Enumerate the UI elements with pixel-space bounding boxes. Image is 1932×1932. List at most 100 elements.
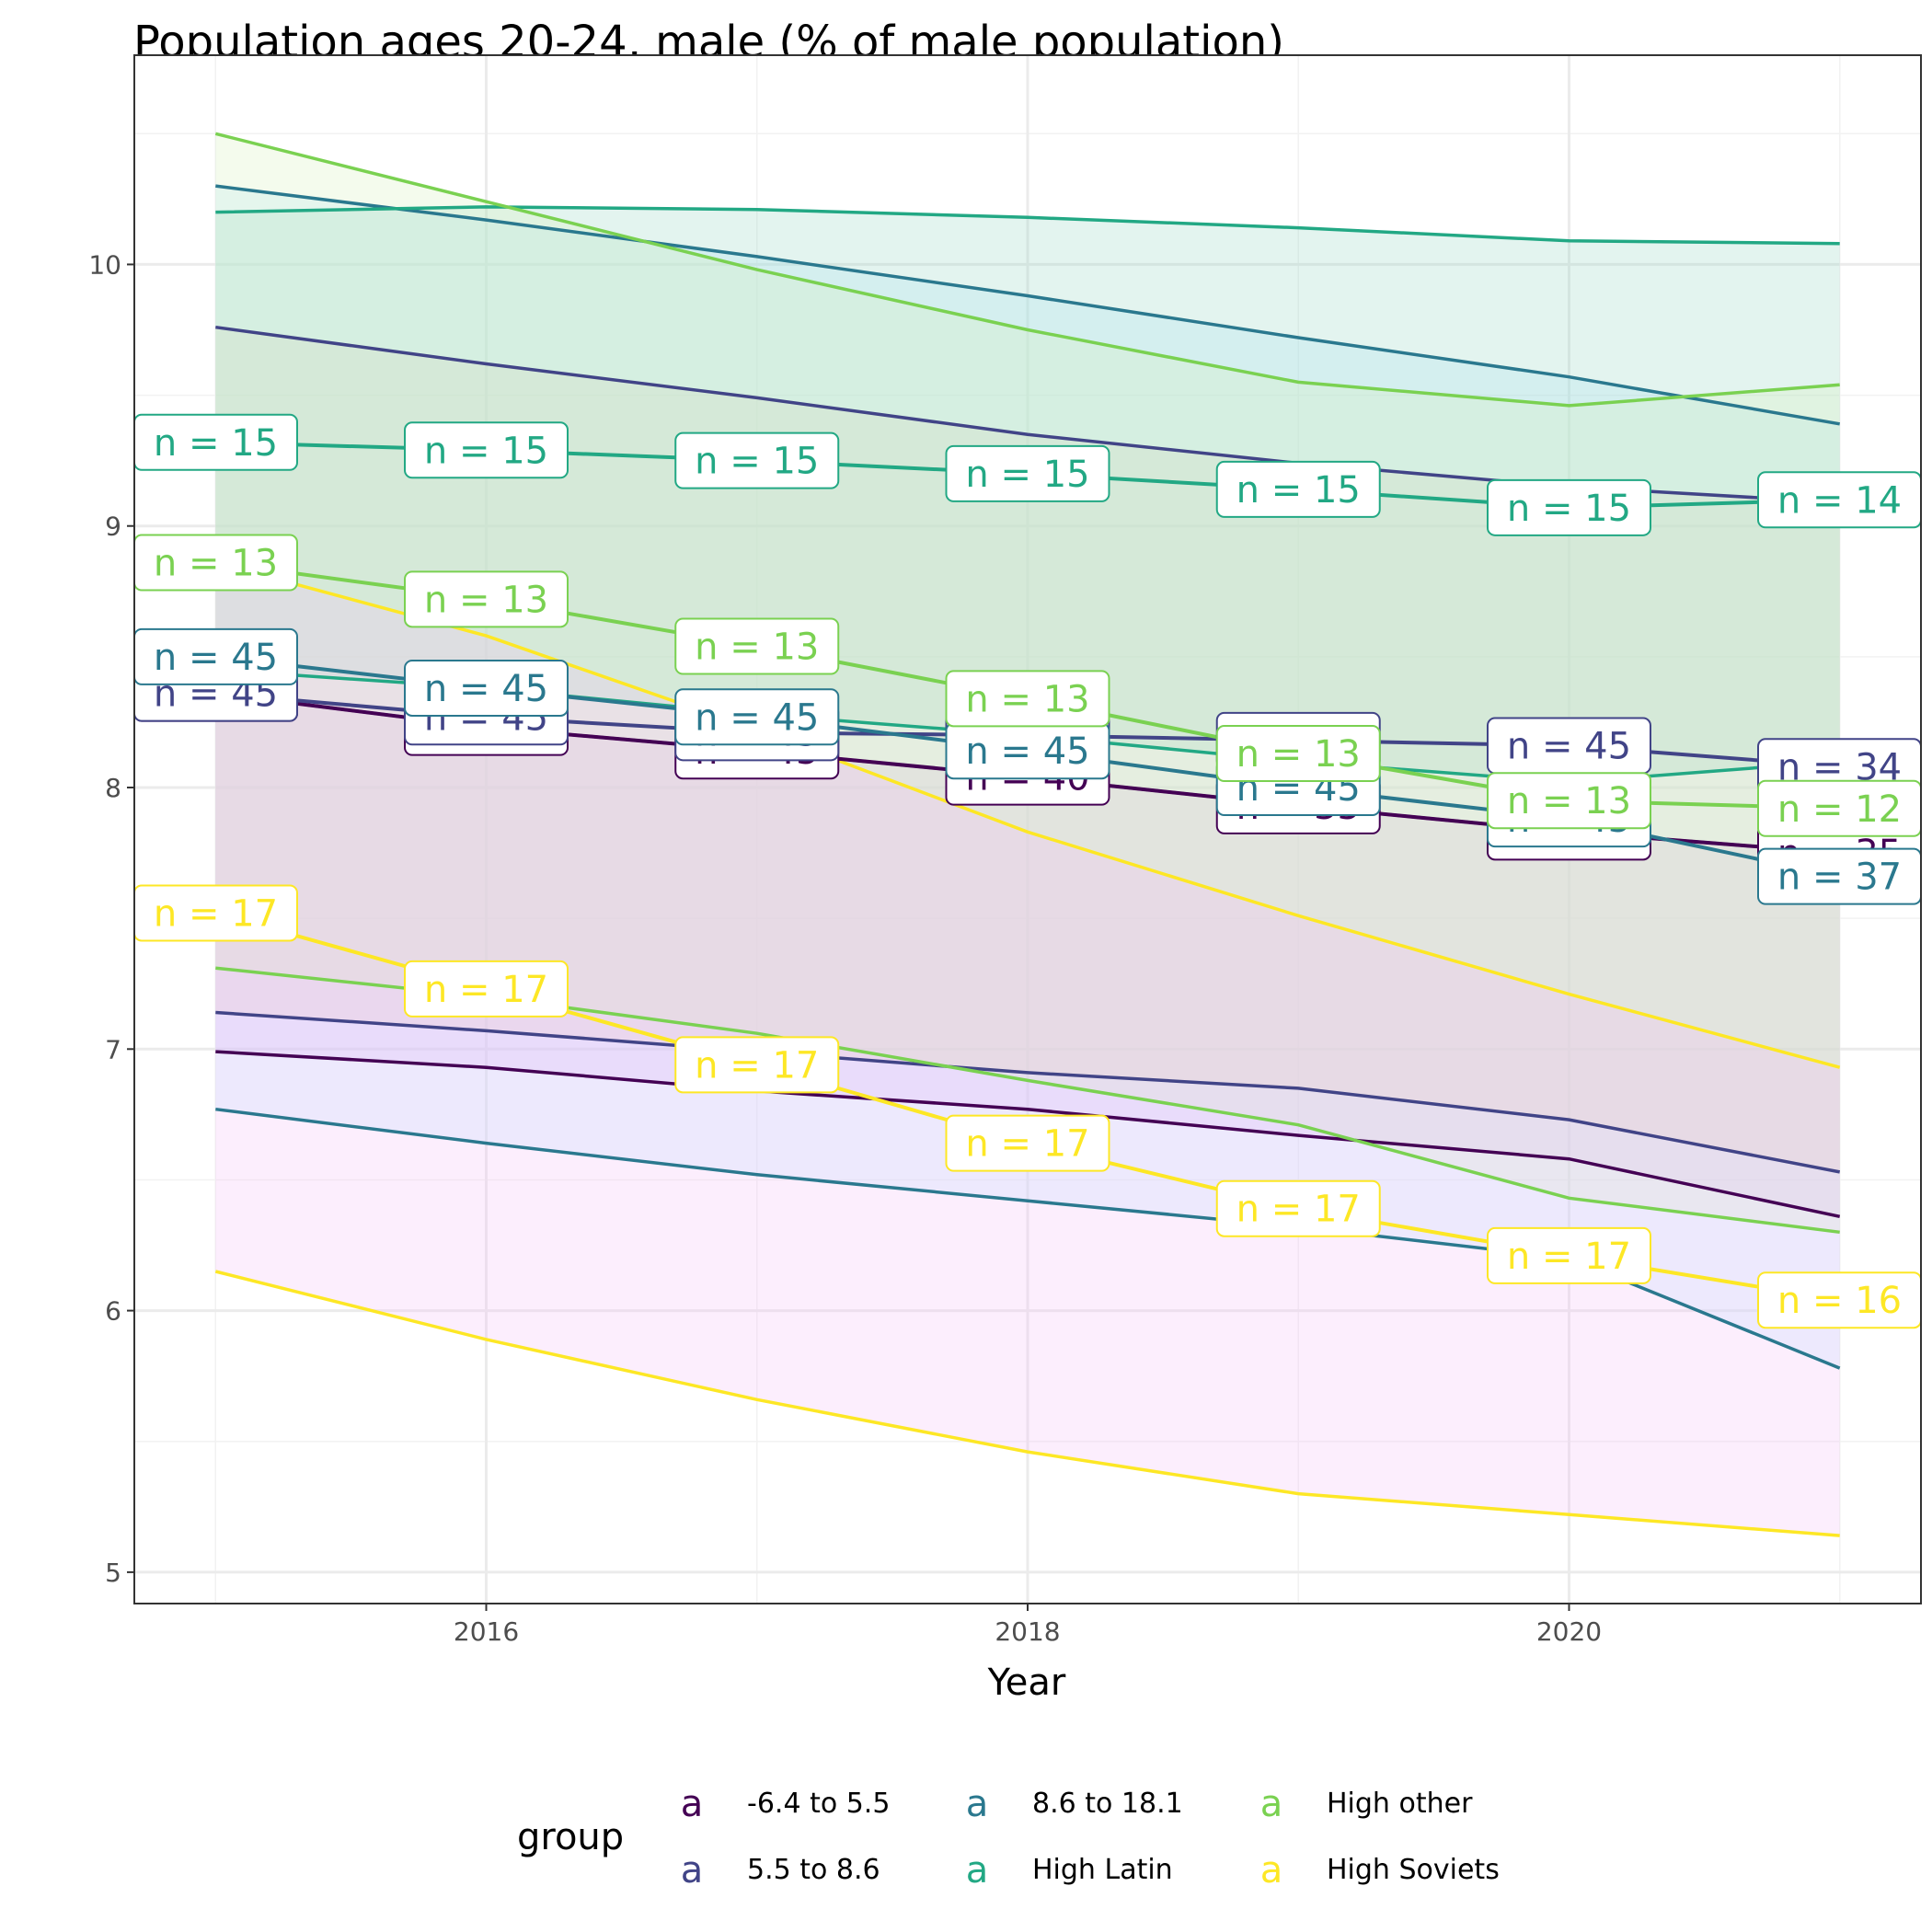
n-label: n = 15: [404, 421, 569, 479]
lower-bound-line: [215, 1050, 1841, 1219]
x-tick-label: 2018: [995, 1616, 1060, 1647]
y-tick-label: 7: [105, 1034, 121, 1064]
n-label-text: n = 13: [154, 543, 278, 585]
n-label-box: [404, 570, 569, 628]
legend-item-label: High Latin: [1032, 1854, 1173, 1886]
x-tick-label: 2016: [454, 1616, 519, 1647]
n-label-box: [404, 421, 569, 479]
n-label: n = 45: [404, 659, 569, 717]
axis-layer: 5 6 7 8 9 10 2016 2018 2020: [88, 249, 1602, 1647]
n-label-text: n = 37: [1777, 857, 1902, 899]
n-label: n = 13: [1486, 772, 1651, 830]
n-label: n = 13: [133, 534, 298, 592]
y-tick-label: 6: [105, 1296, 121, 1327]
n-label-text: n = 15: [965, 454, 1089, 496]
upper-bound-line: [215, 205, 1840, 246]
n-label-box: [674, 1036, 840, 1094]
n-label: n = 13: [945, 670, 1110, 728]
legend-item-label: High Soviets: [1327, 1854, 1500, 1886]
n-label-text: n = 45: [424, 668, 548, 710]
legend-key-glyph: a: [966, 1849, 989, 1892]
n-label: n = 17: [1215, 1179, 1381, 1237]
y-tick-label: 10: [88, 249, 121, 280]
n-label-text: n = 17: [1236, 1189, 1361, 1231]
n-label-box: [404, 960, 569, 1018]
n-label-box: [1215, 1179, 1381, 1237]
n-label-text: n = 45: [695, 696, 819, 739]
y-tick-label: 9: [105, 512, 121, 542]
legend-key-glyph: a: [1260, 1783, 1283, 1825]
n-label-text: n = 14: [1777, 479, 1902, 522]
n-label: n = 45: [1486, 717, 1651, 775]
n-label-box: [1486, 478, 1651, 536]
n-label: n = 15: [1215, 460, 1381, 518]
n-label-text: n = 15: [695, 441, 819, 483]
n-label-box: [945, 444, 1110, 502]
n-label: n = 15: [674, 431, 840, 489]
n-label-text: n = 15: [1507, 488, 1631, 530]
n-label: n = 16: [1757, 1271, 1922, 1329]
n-label: n = 14: [1757, 471, 1922, 529]
legend-key-glyph: a: [681, 1783, 704, 1825]
n-label-text: n = 45: [154, 637, 278, 679]
ribbon-area: [215, 693, 1840, 1217]
n-label: n = 17: [674, 1036, 840, 1094]
label-layer: n = 45n = 45n = 45n = 40n = 35n = 45n = …: [133, 413, 1922, 1329]
legend-item-label: High other: [1327, 1788, 1473, 1820]
n-label-text: n = 45: [1507, 726, 1631, 768]
legend-key-glyph: a: [966, 1783, 989, 1825]
n-label-text: n = 17: [695, 1044, 819, 1087]
legend-item-label: 8.6 to 18.1: [1032, 1788, 1183, 1820]
n-label: n = 45: [133, 627, 298, 685]
n-label: n = 17: [1486, 1226, 1651, 1284]
n-label: n = 13: [674, 617, 840, 675]
n-label-box: [1215, 725, 1381, 783]
n-label-text: n = 17: [1507, 1236, 1631, 1278]
n-label: n = 15: [1486, 478, 1651, 536]
n-label-text: n = 17: [965, 1123, 1089, 1166]
n-label-text: n = 15: [1236, 469, 1361, 512]
x-axis-title: Year: [987, 1662, 1066, 1704]
n-label: n = 13: [404, 570, 569, 628]
y-tick-label: 8: [105, 773, 121, 803]
legend-title: group: [517, 1816, 624, 1858]
n-label-text: n = 13: [1236, 733, 1361, 776]
legend-layer: group a -6.4 to 5.5 a 5.5 to 8.6 a 8.6 to 18.…: [517, 1783, 1500, 1892]
n-label: n = 17: [404, 960, 569, 1018]
legend-item-label: 5.5 to 8.6: [747, 1854, 880, 1886]
n-label-box: [674, 688, 840, 746]
n-label-box: [1486, 772, 1651, 830]
x-tick-label: 2020: [1536, 1616, 1602, 1647]
n-label-text: n = 13: [1507, 780, 1631, 822]
n-label: n = 15: [133, 413, 298, 471]
n-label-box: [1486, 1226, 1651, 1284]
y-tick-label: 5: [105, 1558, 121, 1588]
n-label-text: n = 16: [1777, 1280, 1902, 1322]
n-label-text: n = 13: [424, 579, 548, 621]
upper-bound-line: [214, 132, 1840, 408]
n-label-text: n = 17: [424, 969, 548, 1011]
n-label-text: n = 13: [695, 626, 819, 668]
n-label: n = 17: [945, 1114, 1110, 1172]
n-label: n = 45: [945, 722, 1110, 780]
n-label: n = 13: [1215, 725, 1381, 783]
ribbon-area: [215, 562, 1840, 1536]
n-label-text: n = 12: [1777, 788, 1902, 831]
n-label: n = 12: [1757, 779, 1922, 837]
legend-item-label: -6.4 to 5.5: [747, 1788, 890, 1820]
n-label: n = 15: [945, 444, 1110, 502]
n-label: n = 17: [133, 884, 298, 942]
n-label-box: [945, 1114, 1110, 1172]
n-label-box: [404, 659, 569, 717]
n-label: n = 45: [674, 688, 840, 746]
n-label-box: [674, 431, 840, 489]
n-label-box: [945, 670, 1110, 728]
n-label-text: n = 15: [424, 430, 548, 472]
n-label-text: n = 45: [965, 730, 1089, 773]
n-label-text: n = 15: [154, 422, 278, 465]
n-label-text: n = 13: [965, 678, 1089, 720]
n-label-box: [674, 617, 840, 675]
upper-bound-line: [214, 560, 1841, 1069]
